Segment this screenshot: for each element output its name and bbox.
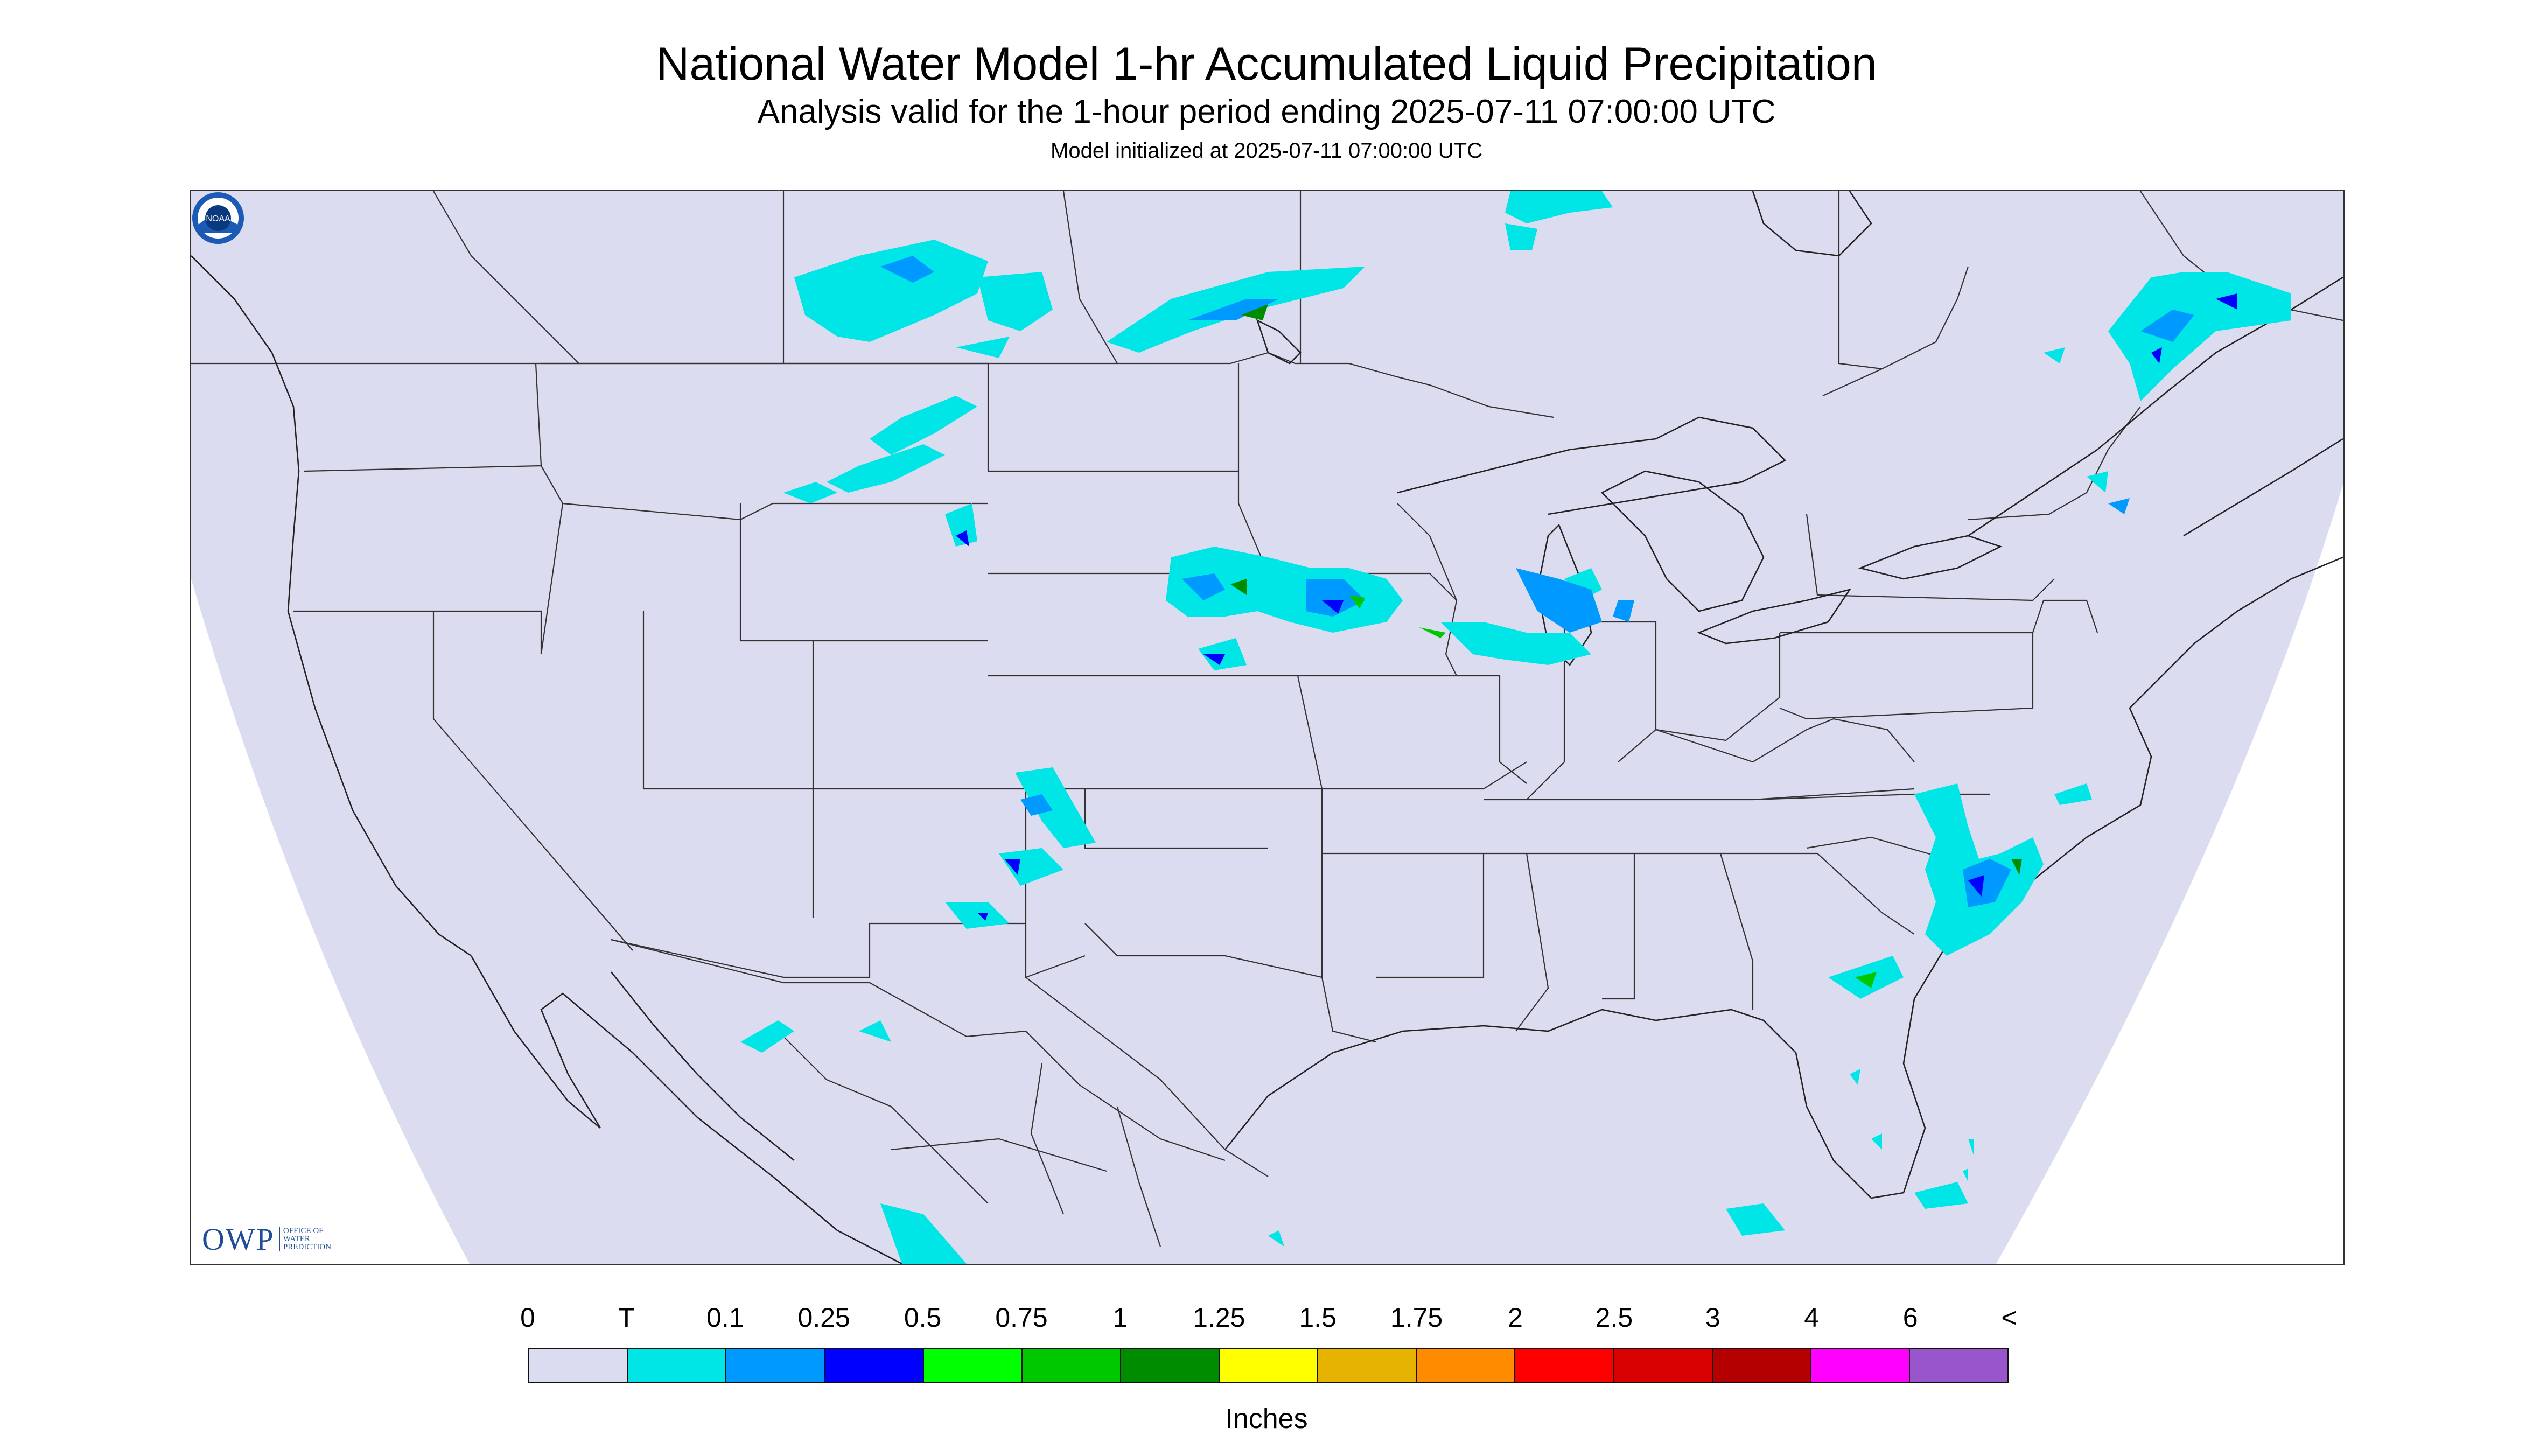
- legend-label: 2.5: [1595, 1303, 1633, 1333]
- legend-label: 0.25: [797, 1303, 850, 1333]
- model-init-time: Model initialized at 2025-07-11 07:00:00…: [1051, 139, 1482, 163]
- state-boundaries: [191, 191, 2343, 1247]
- legend-label: 1.75: [1390, 1303, 1443, 1333]
- legend-swatch: [1811, 1349, 1910, 1382]
- legend-labels: 0 T 0.1 0.25 0.5 0.75 1 1.25 1.5 1.75 2 2.5 3 4 6 <: [0, 1302, 2533, 1334]
- legend-label: 2: [1508, 1303, 1523, 1333]
- legend-swatch: [628, 1349, 727, 1382]
- map-svg: [191, 191, 2343, 1264]
- legend-units: Inches: [1225, 1403, 1308, 1434]
- legend-label: 3: [1705, 1303, 1720, 1333]
- legend-label: 1.5: [1299, 1303, 1337, 1333]
- legend-label: 0.75: [995, 1303, 1048, 1333]
- legend-label: 4: [1804, 1303, 1820, 1333]
- legend-swatch: [1318, 1349, 1417, 1382]
- legend-swatch: [1022, 1349, 1121, 1382]
- legend-label: 6: [1902, 1303, 1918, 1333]
- legend-label: 1: [1112, 1303, 1128, 1333]
- legend-swatch: [1614, 1349, 1713, 1382]
- map-title: National Water Model 1-hr Accumulated Li…: [656, 38, 1877, 90]
- owp-logo-text: OWP: [202, 1222, 275, 1257]
- precipitation-map: OWP OFFICE OF WATER PREDICTION NOAA: [190, 190, 2345, 1265]
- legend-swatch: [1121, 1349, 1220, 1382]
- legend-swatch: [1909, 1349, 2008, 1382]
- legend-label: 1.25: [1193, 1303, 1245, 1333]
- legend-label: T: [618, 1303, 635, 1333]
- legend-swatch: [726, 1349, 825, 1382]
- precipitation-areas: [740, 191, 2291, 1264]
- legend-swatch: [529, 1349, 628, 1382]
- ocean-cells: [1850, 1069, 1974, 1182]
- svg-text:NOAA: NOAA: [206, 214, 230, 223]
- legend-label: <: [2001, 1303, 2017, 1333]
- owp-logo: OWP OFFICE OF WATER PREDICTION: [202, 1221, 331, 1257]
- legend-label: 0: [520, 1303, 535, 1333]
- map-subtitle: Analysis valid for the 1-hour period end…: [757, 93, 1776, 130]
- noaa-logo-icon: NOAA: [192, 192, 244, 244]
- legend-swatch: [825, 1349, 924, 1382]
- coastlines: [191, 191, 2343, 1264]
- owp-logo-subtext: OFFICE OF WATER PREDICTION: [278, 1227, 331, 1251]
- model-domain: [191, 191, 2343, 1264]
- legend-swatch: [1712, 1349, 1811, 1382]
- legend-swatch: [1515, 1349, 1614, 1382]
- legend-swatch: [923, 1349, 1023, 1382]
- legend-swatch: [1219, 1349, 1319, 1382]
- legend-label: 0.5: [904, 1303, 942, 1333]
- legend-swatch: [1417, 1349, 1516, 1382]
- legend-label: 0.1: [706, 1303, 744, 1333]
- color-legend: [528, 1348, 2009, 1383]
